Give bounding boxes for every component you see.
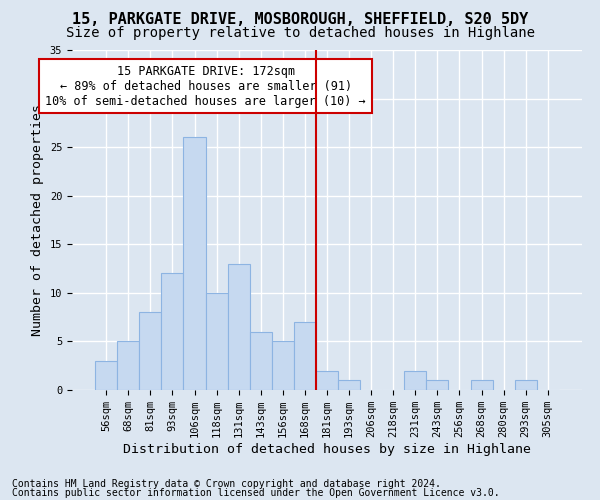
Bar — [427, 380, 448, 390]
Bar — [184, 138, 206, 390]
Bar — [294, 322, 316, 390]
Bar — [316, 370, 338, 390]
Bar — [227, 264, 250, 390]
Text: Contains HM Land Registry data © Crown copyright and database right 2024.: Contains HM Land Registry data © Crown c… — [12, 479, 441, 489]
X-axis label: Distribution of detached houses by size in Highlane: Distribution of detached houses by size … — [123, 443, 531, 456]
Bar — [117, 342, 139, 390]
Bar — [161, 274, 184, 390]
Bar — [139, 312, 161, 390]
Bar — [95, 361, 117, 390]
Text: Contains public sector information licensed under the Open Government Licence v3: Contains public sector information licen… — [12, 488, 500, 498]
Bar — [338, 380, 360, 390]
Y-axis label: Number of detached properties: Number of detached properties — [31, 104, 44, 336]
Bar — [404, 370, 427, 390]
Bar — [250, 332, 272, 390]
Bar — [272, 342, 294, 390]
Text: 15 PARKGATE DRIVE: 172sqm
← 89% of detached houses are smaller (91)
10% of semi-: 15 PARKGATE DRIVE: 172sqm ← 89% of detac… — [45, 64, 366, 108]
Bar — [470, 380, 493, 390]
Text: 15, PARKGATE DRIVE, MOSBOROUGH, SHEFFIELD, S20 5DY: 15, PARKGATE DRIVE, MOSBOROUGH, SHEFFIEL… — [72, 12, 528, 28]
Bar — [206, 293, 227, 390]
Bar — [515, 380, 537, 390]
Text: Size of property relative to detached houses in Highlane: Size of property relative to detached ho… — [65, 26, 535, 40]
